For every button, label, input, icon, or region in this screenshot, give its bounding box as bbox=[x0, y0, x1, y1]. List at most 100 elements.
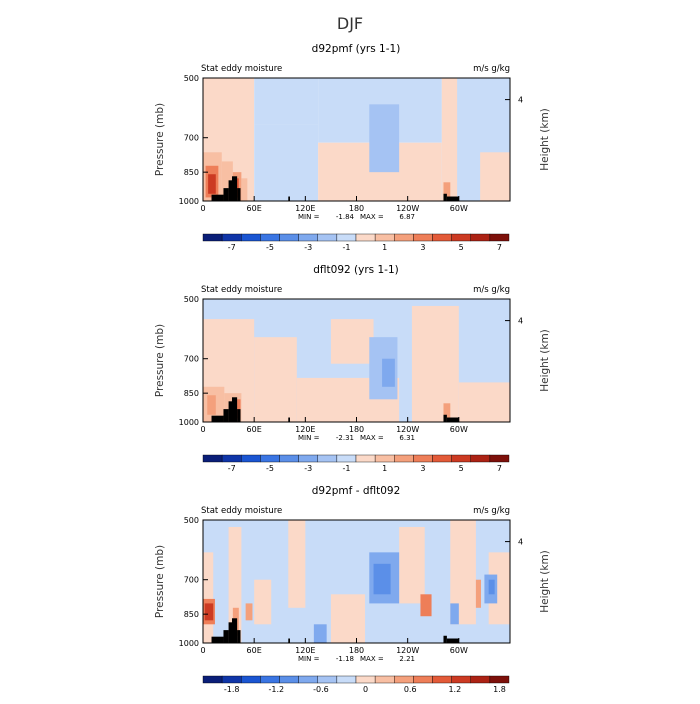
colorbar-swatch bbox=[241, 233, 261, 242]
colorbar-label: -3 bbox=[304, 464, 312, 473]
colorbar: -1.8 -1.2 -0.6 0 0.6 1.2 1.8 bbox=[202, 675, 510, 694]
colorbar-label: 1 bbox=[382, 464, 387, 473]
x-tick-label: 120E bbox=[295, 646, 315, 655]
colorbar-swatch bbox=[489, 675, 510, 684]
x-tick-label: 0 bbox=[200, 204, 205, 213]
y-tick-label: 850 bbox=[184, 389, 199, 398]
colorbar-swatch bbox=[374, 454, 395, 463]
y-tick-label: 850 bbox=[184, 168, 199, 177]
colorbar-swatch bbox=[355, 233, 376, 242]
x-tick-label: 60E bbox=[247, 204, 262, 213]
colorbar-swatch bbox=[451, 675, 471, 684]
colorbar-label: 7 bbox=[497, 464, 502, 473]
colorbar-swatch bbox=[260, 675, 280, 684]
colorbar-label: -1.8 bbox=[224, 685, 240, 694]
colorbar-swatch bbox=[298, 675, 318, 684]
topography-block bbox=[237, 409, 241, 422]
contour-region bbox=[480, 152, 510, 201]
stat-min-label: MIN = bbox=[298, 655, 320, 663]
colorbar-swatch bbox=[489, 454, 510, 463]
colorbar-label: 1.2 bbox=[448, 685, 461, 694]
contour-region bbox=[207, 395, 216, 415]
x-tick-label: 60W bbox=[450, 646, 468, 655]
topography-block bbox=[288, 196, 290, 201]
y-tick-label: 500 bbox=[184, 74, 199, 83]
y-axis-label: Pressure (mb) bbox=[154, 324, 166, 397]
colorbar-swatch bbox=[202, 675, 223, 684]
variable-label: Stat eddy moisture bbox=[201, 64, 282, 74]
topography-block bbox=[443, 635, 447, 643]
colorbar-swatch bbox=[355, 454, 376, 463]
x-tick-label: 120W bbox=[396, 646, 419, 655]
contour-region bbox=[330, 594, 366, 643]
colorbar-swatch bbox=[432, 454, 452, 463]
colorbar-swatch bbox=[298, 454, 318, 463]
stat-max-label: MAX = bbox=[360, 434, 384, 442]
colorbar-swatch bbox=[336, 675, 357, 684]
colorbar-swatch bbox=[260, 454, 280, 463]
contour-region bbox=[488, 579, 495, 595]
panel-title: d92pmf (yrs 1-1) bbox=[312, 43, 401, 55]
colorbar-label: -1.2 bbox=[269, 685, 285, 694]
colorbar-swatch bbox=[260, 233, 280, 242]
contour-region bbox=[441, 78, 458, 201]
x-tick-label: 120E bbox=[295, 425, 315, 434]
panel-2: dflt092 (yrs 1-1) Stat eddy moisture m/s g… bbox=[154, 264, 551, 473]
colorbar-label: 3 bbox=[420, 464, 425, 473]
x-tick-label: 60W bbox=[450, 425, 468, 434]
x-tick-label: 60E bbox=[247, 646, 262, 655]
contour-region bbox=[254, 124, 319, 201]
topography-block bbox=[288, 417, 290, 422]
colorbar-swatch bbox=[279, 675, 299, 684]
variable-label: Stat eddy moisture bbox=[201, 285, 282, 295]
colorbar-label: 1 bbox=[382, 243, 387, 252]
colorbar-swatch bbox=[221, 454, 242, 463]
colorbar-swatch bbox=[221, 675, 242, 684]
topography-block bbox=[223, 630, 229, 643]
contour-region bbox=[411, 305, 459, 422]
x-tick-label: 180 bbox=[349, 646, 364, 655]
contour-region bbox=[382, 358, 395, 387]
topography-block bbox=[228, 622, 232, 643]
contour-region bbox=[208, 174, 216, 194]
stat-min-value: -1.18 bbox=[336, 655, 354, 663]
y2-tick-label: 4 bbox=[518, 317, 523, 326]
stat-max-value: 6.31 bbox=[399, 434, 415, 442]
contour-region bbox=[443, 182, 451, 201]
colorbar-swatch bbox=[394, 233, 414, 242]
x-tick-label: 120W bbox=[396, 425, 419, 434]
colorbar-swatch bbox=[394, 454, 414, 463]
colorbar-swatch bbox=[413, 233, 433, 242]
contour-region bbox=[241, 178, 248, 201]
contour-region bbox=[443, 403, 451, 422]
colorbar-label: -5 bbox=[266, 243, 274, 252]
colorbar-swatch bbox=[413, 454, 433, 463]
stat-max-value: 2.21 bbox=[399, 655, 415, 663]
topography-block bbox=[443, 193, 447, 201]
x-tick-label: 60W bbox=[450, 204, 468, 213]
x-tick-label: 120W bbox=[396, 204, 419, 213]
colorbar-swatch bbox=[336, 454, 357, 463]
contour-region bbox=[373, 563, 391, 595]
topography-block bbox=[231, 397, 238, 422]
topography-block bbox=[288, 638, 290, 643]
colorbar-swatch bbox=[202, 454, 223, 463]
topography-block bbox=[446, 417, 459, 422]
colorbar-swatch bbox=[470, 675, 491, 684]
colorbar-swatch bbox=[374, 675, 395, 684]
topography-block bbox=[228, 401, 232, 422]
y2-tick-label: 4 bbox=[518, 96, 523, 105]
colorbar-label: 0 bbox=[363, 685, 368, 694]
stat-min-value: -2.31 bbox=[336, 434, 354, 442]
colorbar-swatch bbox=[432, 675, 452, 684]
units-label: m/s g/kg bbox=[473, 506, 510, 516]
y-tick-label: 500 bbox=[184, 516, 199, 525]
colorbar-swatch bbox=[470, 454, 491, 463]
x-tick-label: 60E bbox=[247, 425, 262, 434]
colorbar-swatch bbox=[317, 454, 338, 463]
colorbar-swatch bbox=[451, 454, 471, 463]
contour-region bbox=[254, 337, 297, 422]
colorbar-label: 0.6 bbox=[404, 685, 417, 694]
panel-title: dflt092 (yrs 1-1) bbox=[313, 264, 398, 276]
